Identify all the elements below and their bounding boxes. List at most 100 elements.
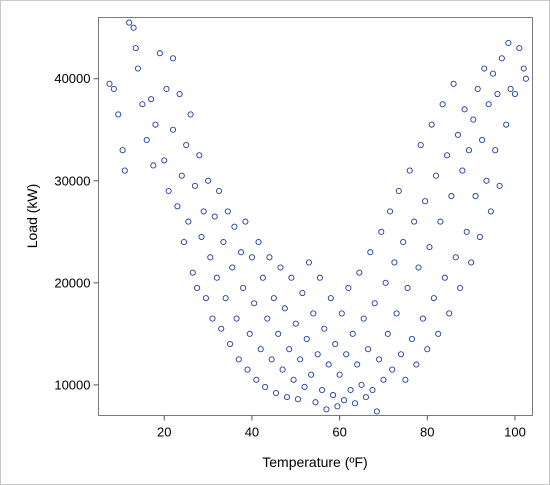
data-point [345, 284, 352, 291]
data-point [483, 177, 490, 184]
data-point [336, 371, 343, 378]
data-point [511, 90, 519, 98]
data-point [169, 126, 177, 133]
data-point [340, 397, 348, 404]
data-point [180, 238, 188, 246]
data-point [110, 85, 117, 92]
y-tick-label: 20000 [54, 275, 90, 290]
data-point [246, 330, 253, 337]
data-point [292, 320, 299, 327]
data-point [314, 351, 321, 358]
data-point [476, 233, 483, 240]
data-point [450, 80, 457, 87]
data-point [224, 208, 231, 215]
data-point [259, 274, 266, 281]
data-point [143, 136, 150, 144]
data-point [332, 341, 339, 348]
data-point [119, 147, 126, 154]
data-point [386, 208, 394, 215]
data-point [286, 346, 293, 353]
data-point [516, 45, 523, 52]
data-point [371, 300, 378, 307]
data-point [174, 203, 181, 210]
data-point [163, 85, 170, 92]
data-point [461, 106, 468, 113]
data-point [237, 249, 245, 256]
data-point [380, 376, 387, 383]
data-point [470, 116, 477, 123]
data-point [404, 284, 411, 291]
data-point [222, 295, 229, 302]
data-point [437, 218, 444, 225]
data-point [327, 295, 334, 302]
data-point [522, 75, 529, 82]
data-point [220, 238, 227, 246]
data-point [428, 121, 435, 128]
data-point [507, 85, 514, 92]
data-point [121, 167, 128, 174]
data-point [301, 383, 308, 390]
y-tick-label: 40000 [54, 71, 90, 86]
data-point [358, 381, 365, 388]
y-axis-label: Load (kW) [24, 184, 40, 249]
data-point [169, 55, 177, 62]
data-point [189, 269, 196, 276]
data-point [487, 208, 494, 215]
data-point [397, 351, 405, 358]
data-point [132, 45, 139, 52]
data-point [277, 264, 284, 271]
data-point [251, 300, 258, 307]
data-point [498, 55, 505, 62]
x-axis-label: Temperature (ºF) [262, 454, 367, 470]
data-point [373, 408, 380, 415]
data-point [148, 96, 155, 103]
data-point [262, 383, 269, 390]
data-point [134, 65, 141, 72]
data-point [417, 142, 424, 149]
data-point [356, 269, 363, 276]
data-point [382, 279, 389, 286]
data-point [454, 131, 462, 138]
data-point [150, 162, 157, 169]
data-point [378, 228, 385, 235]
data-point [152, 121, 159, 128]
data-point [207, 254, 214, 261]
data-point [360, 315, 367, 322]
data-point [248, 254, 255, 261]
data-point [130, 24, 137, 31]
data-point [176, 90, 183, 98]
data-point [485, 101, 492, 108]
data-point [233, 315, 240, 322]
data-point [264, 315, 271, 322]
y-tick-label: 10000 [54, 377, 90, 392]
data-point [452, 254, 459, 261]
data-point [402, 376, 409, 383]
data-point [308, 371, 315, 378]
data-point [156, 50, 163, 57]
x-tick-label: 60 [332, 425, 346, 440]
data-point [446, 310, 453, 317]
data-point [305, 259, 312, 266]
data-point [481, 65, 488, 72]
data-point [240, 284, 247, 291]
data-point [115, 111, 122, 118]
data-point [312, 399, 319, 406]
data-point [433, 172, 440, 179]
data-point [183, 142, 190, 149]
data-point [503, 121, 510, 128]
data-point [303, 335, 310, 343]
data-point [393, 310, 400, 317]
data-point [435, 330, 442, 337]
data-point [229, 264, 236, 271]
x-tick-label: 100 [504, 425, 526, 440]
data-point [365, 346, 372, 353]
data-point [216, 187, 223, 195]
x-axis: 20 40 60 80 100 [157, 415, 526, 440]
data-point [294, 396, 302, 403]
data-point [376, 356, 383, 363]
data-point [187, 111, 194, 118]
data-point [226, 341, 234, 348]
data-point [395, 187, 402, 195]
data-point [194, 284, 201, 291]
data-point [347, 386, 354, 394]
